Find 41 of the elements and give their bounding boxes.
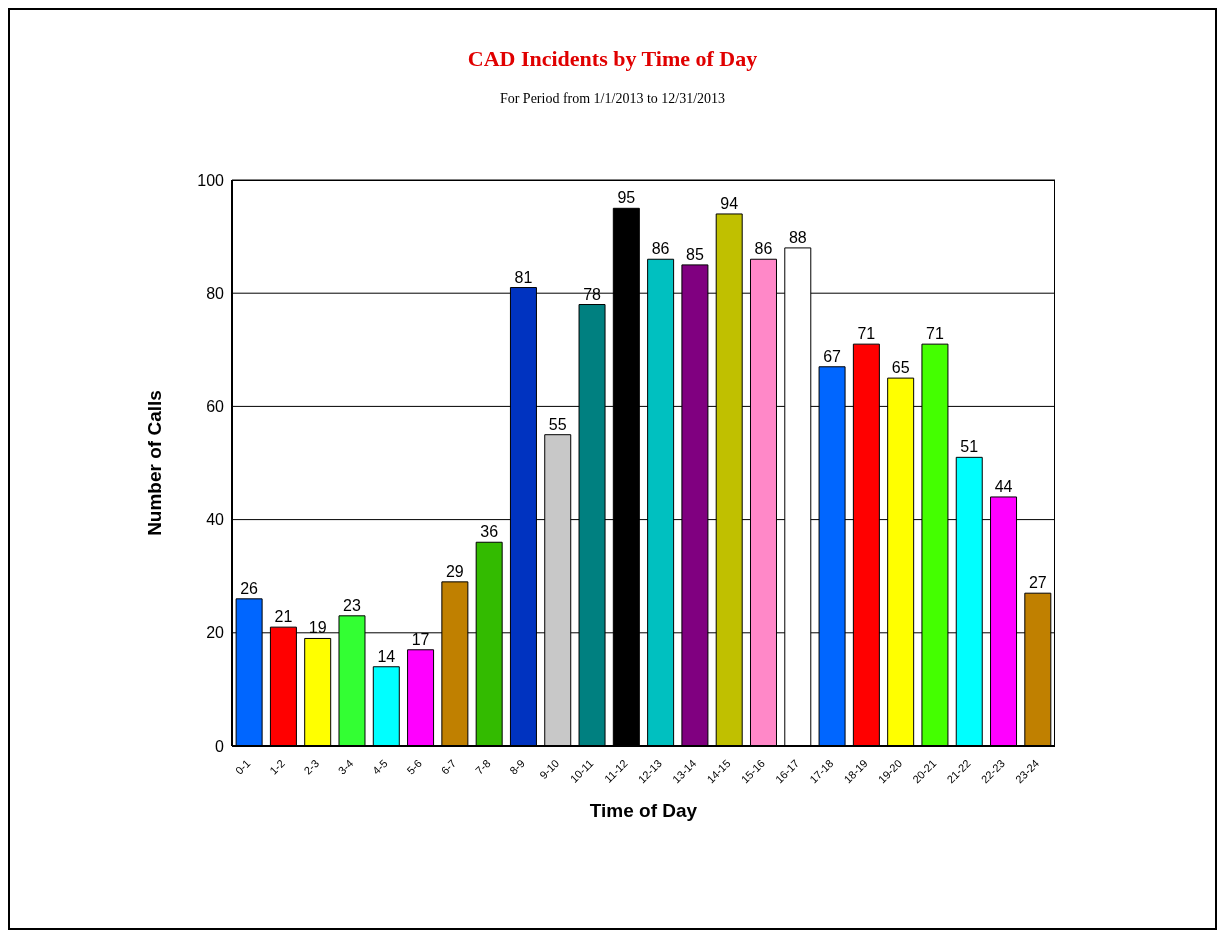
y-tick-label: 40 xyxy=(206,511,225,529)
data-label: 21 xyxy=(274,608,293,626)
x-tick-label: 4-5 xyxy=(370,756,390,777)
data-label: 81 xyxy=(514,268,533,286)
data-label: 29 xyxy=(445,562,464,580)
chart-subtitle: For Period from 1/1/2013 to 12/31/2013 xyxy=(498,91,727,107)
x-tick-label: 7-8 xyxy=(472,756,493,777)
data-label: 95 xyxy=(617,189,636,207)
data-label: 71 xyxy=(857,325,876,343)
chart-title: CAD Incidents by Time of Day xyxy=(466,46,759,72)
x-tick-label: 8-9 xyxy=(507,756,527,777)
data-label: 36 xyxy=(480,523,499,541)
y-tick-label: 100 xyxy=(197,171,225,189)
x-tick-label: 3-4 xyxy=(335,756,356,777)
x-tick-label: 1-2 xyxy=(267,756,287,777)
x-axis-title: Time of Day xyxy=(588,800,699,822)
data-label: 14 xyxy=(377,647,396,665)
x-tick-label: 2-3 xyxy=(301,756,322,777)
data-label: 23 xyxy=(343,596,361,614)
data-label: 85 xyxy=(686,245,704,263)
data-label: 94 xyxy=(720,194,739,212)
data-label: 65 xyxy=(891,359,910,377)
x-tick-label: 0-1 xyxy=(232,756,253,777)
data-label: 86 xyxy=(754,240,773,258)
y-tick-label: 20 xyxy=(206,624,225,642)
data-label: 88 xyxy=(788,228,807,246)
data-label: 71 xyxy=(926,325,944,343)
data-label: 17 xyxy=(411,630,430,648)
data-label: 55 xyxy=(548,415,567,433)
y-tick-label: 0 xyxy=(215,737,225,755)
data-label: 51 xyxy=(960,438,979,456)
data-label: 44 xyxy=(994,477,1013,495)
data-label: 86 xyxy=(651,240,670,258)
y-tick-label: 60 xyxy=(206,398,225,416)
data-label: 67 xyxy=(823,347,842,365)
x-tick-label: 6-7 xyxy=(438,756,459,777)
data-label: 27 xyxy=(1028,574,1047,592)
data-label: 26 xyxy=(240,579,259,597)
x-tick-label: 5-6 xyxy=(404,756,425,777)
y-axis-title: Number of Calls xyxy=(144,390,166,536)
y-tick-label: 80 xyxy=(206,284,225,302)
